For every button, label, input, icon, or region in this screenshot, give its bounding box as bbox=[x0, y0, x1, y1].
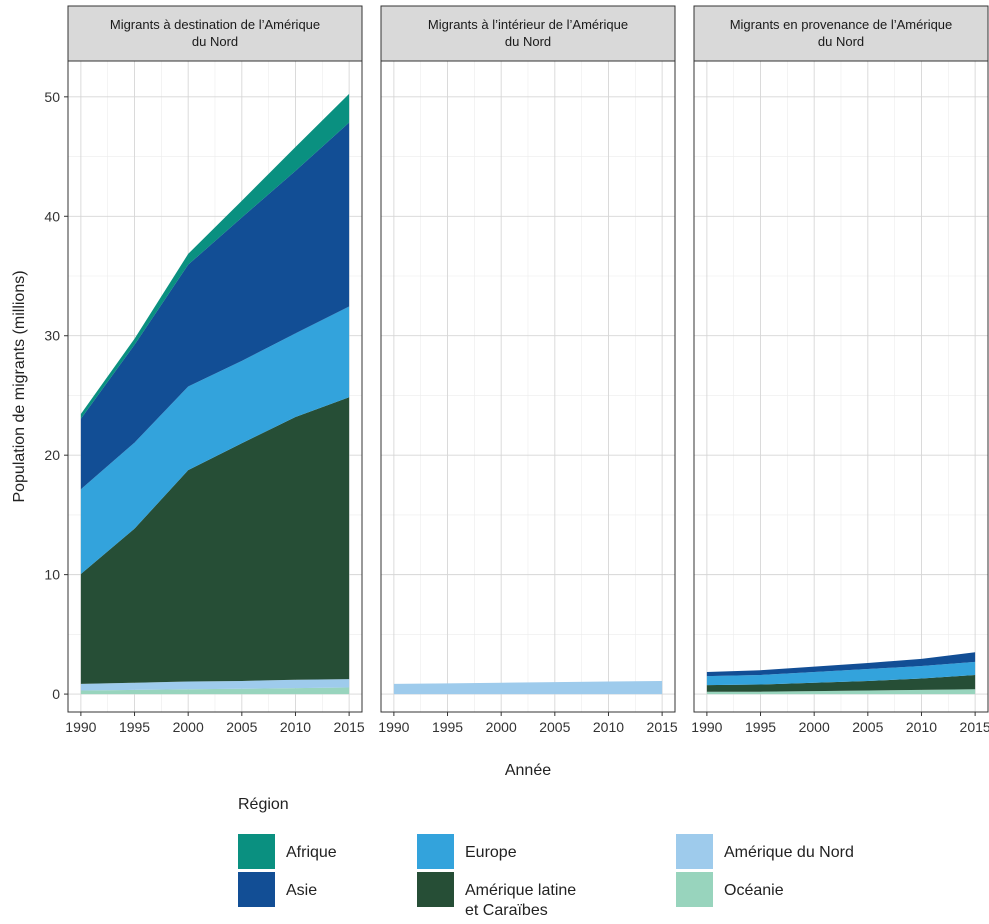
legend-swatch-asie bbox=[238, 872, 275, 907]
area-asie bbox=[706, 652, 976, 677]
legend-swatch-oceanie bbox=[676, 872, 713, 907]
x-tick-label: 1995 bbox=[119, 719, 150, 735]
panel-border bbox=[380, 60, 676, 713]
x-tick-label: 2000 bbox=[799, 719, 830, 735]
area-europe bbox=[706, 661, 976, 686]
legend-label-afrique: Afrique bbox=[286, 844, 337, 861]
area-asie bbox=[80, 122, 350, 490]
y-tick-label: 10 bbox=[44, 567, 60, 583]
x-tick-label: 2010 bbox=[280, 719, 311, 735]
y-tick-label: 0 bbox=[52, 686, 60, 702]
legend-label-europe: Europe bbox=[465, 844, 517, 861]
area-amnord bbox=[80, 679, 350, 691]
legend-label-oceanie: Océanie bbox=[724, 882, 784, 899]
x-tick-label: 1990 bbox=[691, 719, 722, 735]
legend-label-amnord: Amérique du Nord bbox=[724, 844, 854, 861]
y-tick-label: 40 bbox=[44, 208, 60, 224]
y-tick-label: 30 bbox=[44, 328, 60, 344]
area-oceanie bbox=[706, 689, 976, 695]
panel-strip bbox=[693, 5, 989, 62]
y-tick-label: 50 bbox=[44, 89, 60, 105]
legend: Région Afrique Asie Europe Amérique latine et… bbox=[238, 796, 854, 919]
x-tick-label: 2000 bbox=[173, 719, 204, 735]
x-tick-label: 2015 bbox=[647, 719, 678, 735]
area-amlat bbox=[706, 674, 976, 692]
panel-3: Migrants en provenance de l’Amérique du N… bbox=[691, 5, 989, 735]
x-tick-label: 2010 bbox=[906, 719, 937, 735]
area-europe bbox=[80, 306, 350, 575]
x-tick-label: 1990 bbox=[65, 719, 96, 735]
panel-title: Migrants à l’intérieur de l’Amérique du N… bbox=[428, 17, 628, 49]
x-tick-label: 2005 bbox=[539, 719, 570, 735]
panel-title: Migrants en provenance de l’Amérique du N… bbox=[730, 17, 953, 49]
panel-2: Migrants à l’intérieur de l’Amérique du N… bbox=[378, 5, 678, 735]
legend-label-asie: Asie bbox=[286, 882, 317, 899]
legend-swatch-afrique bbox=[238, 834, 275, 869]
area-amlat bbox=[80, 397, 350, 684]
x-tick-label: 2015 bbox=[960, 719, 989, 735]
panel-title: Migrants à destination de l’Amérique du N… bbox=[110, 17, 320, 49]
legend-label-amlat: Amérique latine et Caraïbes bbox=[465, 882, 576, 919]
x-axis-title: Année bbox=[505, 762, 551, 779]
x-tick-label: 2010 bbox=[593, 719, 624, 735]
x-tick-label: 2015 bbox=[334, 719, 365, 735]
x-tick-label: 1995 bbox=[745, 719, 776, 735]
panel-1: Migrants à destination de l’Amérique du N… bbox=[65, 5, 365, 735]
area-oceanie bbox=[80, 687, 350, 695]
legend-swatch-amlat bbox=[417, 872, 454, 907]
x-tick-label: 2005 bbox=[226, 719, 257, 735]
y-axis-title: Population de migrants (millions) bbox=[11, 270, 28, 502]
area-afrique bbox=[80, 93, 350, 419]
x-tick-label: 2000 bbox=[486, 719, 517, 735]
y-tick-label: 20 bbox=[44, 447, 60, 463]
panel-border bbox=[693, 60, 989, 713]
legend-title: Région bbox=[238, 796, 289, 813]
area-amnord bbox=[393, 680, 663, 695]
panel-border bbox=[67, 60, 363, 713]
legend-swatch-europe bbox=[417, 834, 454, 869]
panel-strip bbox=[67, 5, 363, 62]
x-tick-label: 1990 bbox=[378, 719, 409, 735]
legend-swatch-amnord bbox=[676, 834, 713, 869]
x-tick-label: 1995 bbox=[432, 719, 463, 735]
x-tick-label: 2005 bbox=[852, 719, 883, 735]
